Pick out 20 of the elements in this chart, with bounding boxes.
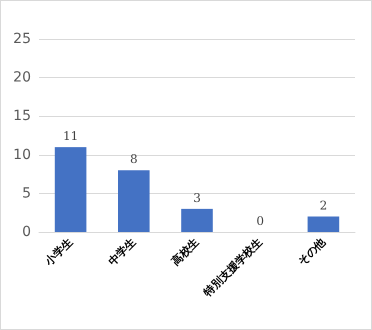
x-tick-label: その他 [295, 234, 329, 268]
y-tick-label: 10 [13, 146, 31, 163]
y-tick-label: 0 [22, 224, 31, 240]
x-tick-label: 小学生 [42, 235, 76, 269]
x-tick-label: 特別支援学校生 [200, 235, 265, 300]
y-tick-label: 15 [13, 108, 31, 124]
data-label: 11 [62, 129, 78, 144]
x-tick-label: 中学生 [106, 235, 138, 268]
bar [54, 147, 86, 232]
bar [118, 170, 150, 232]
x-tick-label: 高校生 [169, 235, 202, 268]
y-tick-label: 5 [22, 185, 31, 202]
y-tick-label: 20 [13, 70, 31, 86]
data-label: 2 [320, 198, 328, 213]
y-tick-label: 25 [13, 31, 31, 47]
data-label: 8 [130, 152, 138, 166]
bar [181, 208, 213, 232]
bar [308, 216, 340, 232]
data-label: 0 [256, 214, 264, 228]
data-label: 3 [193, 190, 201, 205]
